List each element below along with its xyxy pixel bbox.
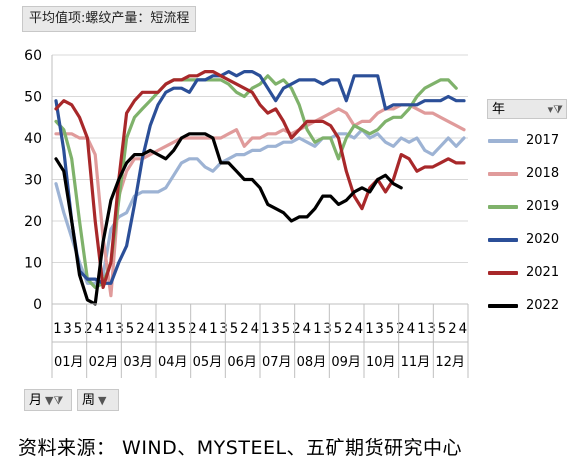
week-tick-label: 2 (84, 321, 92, 337)
week-tick-label: 1 (105, 321, 113, 337)
series-layer (54, 69, 466, 306)
week-tick-label: 1 (157, 321, 165, 337)
month-label: 03月 (123, 355, 153, 370)
week-tick-label: 2 (448, 321, 456, 337)
week-tick-label: 5 (230, 321, 238, 337)
week-tick-label: 4 (251, 321, 259, 337)
month-filter-label: 月 (29, 393, 43, 408)
legend: 2017 2018 2019 2020 2021 2022 (488, 124, 578, 322)
year-legend-filter[interactable]: 年 ▾⧩ (487, 99, 567, 119)
week-tick-label: 4 (95, 321, 103, 337)
month-label: 05月 (193, 355, 223, 370)
legend-item-2021: 2021 (488, 256, 578, 289)
week-tick-label: 4 (147, 321, 155, 337)
week-tick-label: 3 (323, 321, 331, 337)
legend-label: 2017 (526, 133, 560, 148)
series-line-2020 (54, 69, 466, 285)
y-tick-label: 60 (24, 48, 42, 64)
week-tick-label: 5 (438, 321, 446, 337)
week-tick-label: 3 (375, 321, 383, 337)
month-label: 12月 (435, 355, 465, 370)
week-tick-label: 4 (407, 321, 415, 337)
legend-item-2018: 2018 (488, 157, 578, 190)
legend-label: 2020 (526, 232, 560, 247)
week-tick-label: 1 (313, 321, 321, 337)
y-tick-label: 40 (24, 131, 42, 147)
legend-label: 2018 (526, 166, 560, 181)
legend-swatch (488, 303, 518, 308)
y-tick-label: 0 (33, 297, 42, 313)
series-line-2017 (54, 128, 466, 285)
y-tick-label: 10 (24, 256, 42, 272)
month-label: 09月 (331, 355, 361, 370)
week-tick-label: 2 (240, 321, 248, 337)
week-tick-label: 5 (334, 321, 342, 337)
week-tick-label: 4 (355, 321, 363, 337)
legend-item-2019: 2019 (488, 190, 578, 223)
month-label: 07月 (262, 355, 292, 370)
series-line-2021 (54, 69, 466, 289)
legend-label: 2022 (526, 298, 560, 313)
month-label: 11月 (401, 355, 431, 370)
week-tick-label: 2 (396, 321, 404, 337)
week-filter-button[interactable]: 周 ▼ (77, 389, 119, 411)
week-tick-label: 3 (427, 321, 435, 337)
month-label: 04月 (158, 355, 188, 370)
series-line-2018 (54, 103, 466, 298)
week-filter-label: 周 (82, 393, 96, 408)
month-label: 10月 (366, 355, 396, 370)
week-tick-label: 5 (178, 321, 186, 337)
filter-dropdown-icon[interactable]: ▾⧩ (547, 103, 563, 116)
week-tick-label: 3 (167, 321, 175, 337)
legend-item-2020: 2020 (488, 223, 578, 256)
week-tick-label: 4 (459, 321, 467, 337)
month-filter-button[interactable]: 月 ▼⧩ (24, 389, 72, 411)
filter-icon: ▼⧩ (45, 394, 64, 407)
week-tick-label: 2 (136, 321, 144, 337)
month-label: 02月 (89, 355, 119, 370)
legend-label: 2019 (526, 199, 560, 214)
week-tick-label: 5 (282, 321, 290, 337)
week-tick-label: 3 (219, 321, 227, 337)
week-tick-label: 1 (417, 321, 425, 337)
legend-swatch (488, 237, 518, 242)
week-tick-label: 2 (344, 321, 352, 337)
series-line-2022 (54, 132, 403, 306)
y-tick-label: 20 (24, 214, 42, 230)
source-note: 资料来源： WIND、MYSTEEL、五矿期货研究中心 (18, 437, 463, 459)
value-field-button[interactable]: 平均值项:螺纹产量：短流程 (22, 6, 197, 32)
week-tick-label: 5 (386, 321, 394, 337)
legend-swatch (488, 138, 518, 143)
legend-item-2022: 2022 (488, 289, 578, 322)
week-tick-label: 1 (53, 321, 61, 337)
chevron-down-icon: ▼ (98, 394, 107, 407)
week-tick-label: 4 (199, 321, 207, 337)
y-tick-label: 50 (24, 90, 42, 106)
week-tick-label: 5 (74, 321, 82, 337)
week-tick-label: 3 (63, 321, 71, 337)
week-tick-label: 2 (292, 321, 300, 337)
month-label: 06月 (227, 355, 257, 370)
week-tick-label: 1 (209, 321, 217, 337)
legend-label: 2021 (526, 265, 560, 280)
month-label: 01月 (54, 355, 84, 370)
legend-item-2017: 2017 (488, 124, 578, 157)
week-tick-label: 1 (261, 321, 269, 337)
week-tick-label: 3 (115, 321, 123, 337)
legend-swatch (488, 171, 518, 176)
week-tick-label: 3 (271, 321, 279, 337)
y-tick-label: 30 (24, 173, 42, 189)
legend-header-label: 年 (492, 102, 506, 117)
week-tick-label: 4 (303, 321, 311, 337)
month-label: 08月 (297, 355, 327, 370)
legend-swatch (488, 270, 518, 275)
week-tick-label: 1 (365, 321, 373, 337)
week-tick-label: 2 (188, 321, 196, 337)
week-tick-label: 5 (126, 321, 134, 337)
legend-swatch (488, 204, 518, 209)
